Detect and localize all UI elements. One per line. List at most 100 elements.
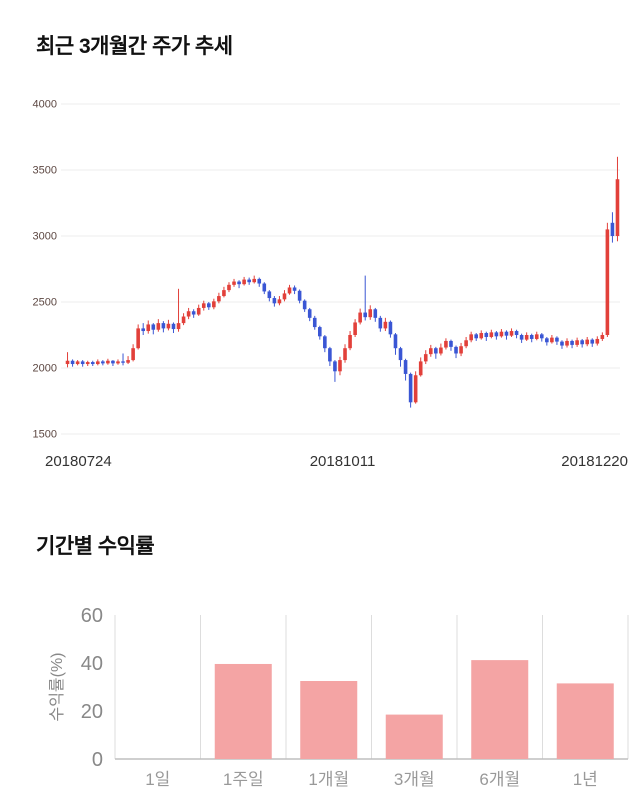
candle-body — [121, 361, 125, 363]
x-axis-category-label: 1일 — [145, 770, 170, 789]
return-bar — [471, 660, 529, 759]
candle-body — [181, 316, 186, 324]
candle-body — [393, 334, 398, 349]
candle-body — [388, 321, 393, 335]
candle-body — [484, 333, 489, 337]
candle-body — [595, 338, 600, 344]
candle-body — [383, 321, 388, 329]
candle-body — [423, 354, 428, 362]
candle-body — [474, 334, 479, 339]
candle-body — [353, 322, 357, 335]
candle-body — [186, 311, 191, 317]
candle-body — [545, 338, 549, 343]
y-axis-tick-label: 3500 — [33, 165, 57, 177]
candle-body — [277, 299, 282, 304]
candle-body — [282, 293, 287, 300]
return-bar — [214, 663, 272, 759]
candle-body — [171, 323, 176, 330]
candle-body — [499, 331, 504, 337]
candle-body — [605, 229, 610, 335]
candle-body — [257, 278, 262, 284]
candle-body — [524, 335, 529, 340]
candle-body — [101, 361, 105, 364]
candle-body — [85, 362, 90, 365]
candle-body — [196, 307, 201, 315]
candle-body — [338, 360, 342, 372]
candle-body — [560, 341, 564, 346]
candle-body — [615, 179, 620, 236]
candle-body — [469, 334, 473, 341]
return-bar — [300, 681, 358, 759]
candle-body — [80, 361, 85, 365]
candle-body — [514, 331, 519, 335]
candle-body — [166, 323, 171, 329]
candle-body — [90, 362, 95, 365]
candle-body — [242, 279, 246, 285]
y-axis-tick-label: 40 — [81, 653, 103, 675]
candle-body — [247, 279, 251, 283]
candle-body — [418, 361, 423, 376]
candle-body — [116, 361, 120, 364]
candle-body — [252, 278, 257, 283]
candle-body — [585, 339, 590, 345]
return-bar — [385, 714, 443, 759]
candle-body — [519, 335, 524, 340]
candle-body — [126, 360, 130, 363]
x-axis-category-label: 3개월 — [394, 770, 435, 789]
candle-body — [363, 312, 368, 318]
candle-body — [489, 332, 494, 337]
y-axis-tick-label: 0 — [92, 749, 103, 771]
candle-body — [307, 309, 312, 318]
candle-body — [539, 334, 544, 339]
candle-body — [555, 337, 559, 342]
candle-body — [131, 348, 135, 361]
candle-body — [297, 290, 302, 301]
candle-body — [111, 360, 115, 364]
candle-body — [575, 340, 579, 345]
y-axis-tick-label: 1500 — [33, 429, 57, 441]
candle-body — [464, 340, 468, 347]
x-axis-category-label: 1주일 — [223, 770, 264, 789]
candle-body — [343, 348, 347, 361]
candle-body — [95, 361, 100, 365]
returns-bar-chart: 60 40 20 0 수익률(%) 1일 1주일 1개월 3개월 6개월 1년 — [48, 605, 629, 789]
return-bar — [556, 683, 614, 759]
candle-body — [570, 340, 574, 345]
candle-body — [368, 309, 373, 318]
y-axis-tick-label: 2500 — [33, 297, 57, 309]
candle-body — [222, 290, 226, 297]
x-axis-category-label: 1개월 — [308, 770, 349, 789]
candle-body — [287, 287, 292, 294]
candle-body — [439, 347, 443, 354]
candle-body — [590, 339, 595, 344]
candle-body — [348, 335, 352, 349]
candle-body — [227, 284, 231, 291]
candle-body — [373, 309, 378, 318]
returns-chart-title: 기간별 수익률 — [36, 535, 155, 558]
candle-body — [161, 323, 166, 329]
candle-body — [65, 360, 70, 365]
candle-body — [206, 303, 211, 308]
candle-body — [312, 317, 317, 328]
candle-body — [444, 340, 448, 348]
candle-body — [232, 281, 236, 285]
candle-body — [141, 328, 146, 332]
candle-body — [398, 348, 403, 361]
candle-body — [212, 301, 216, 308]
y-axis-title: 수익률(%) — [48, 652, 66, 721]
candle-body — [176, 323, 181, 330]
candle-body — [529, 335, 534, 339]
candle-body — [237, 281, 241, 285]
y-axis-tick-label: 4000 — [33, 99, 57, 111]
candle-body — [550, 337, 554, 343]
candle-body — [565, 340, 569, 346]
candle-body — [454, 346, 458, 354]
candle-body — [106, 360, 110, 364]
candle-body — [70, 360, 75, 365]
candle-body — [378, 317, 383, 329]
candle-body — [191, 311, 196, 315]
candle-body — [146, 324, 151, 332]
candle-body — [428, 348, 433, 355]
candle-body — [217, 296, 221, 302]
